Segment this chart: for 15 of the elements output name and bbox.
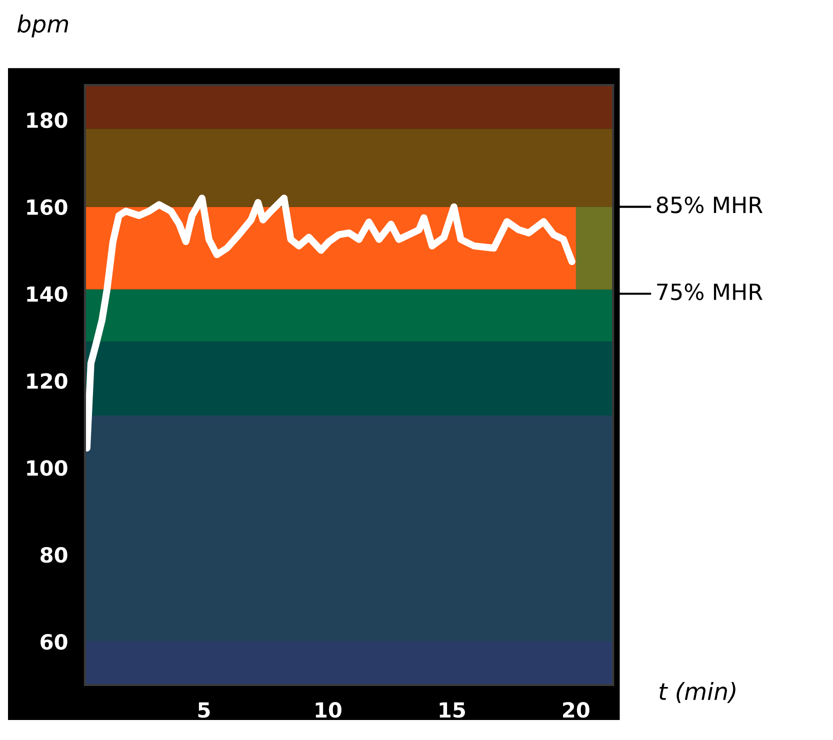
x-tick-label: 10	[316, 702, 342, 718]
y-tick-label: 60	[40, 634, 68, 650]
y-tick-label: 140	[27, 286, 68, 302]
x-tick-label: 5	[198, 702, 210, 718]
y-tick-label: 160	[27, 199, 68, 216]
y-tick-label: 100	[27, 460, 68, 476]
y-tick-label: 120	[27, 373, 68, 389]
x-tick-label: 15	[440, 702, 465, 718]
x-tick-label: 20	[563, 702, 590, 718]
ref-line-label: 75% MHR	[657, 283, 762, 300]
x-axis-title: t (min)	[660, 682, 736, 704]
y-tick-label: 180	[27, 112, 68, 128]
y-tick-label: 80	[40, 547, 68, 563]
y-axis-title: bpm	[18, 14, 68, 38]
ref-line-label: 85% MHR	[656, 196, 762, 214]
